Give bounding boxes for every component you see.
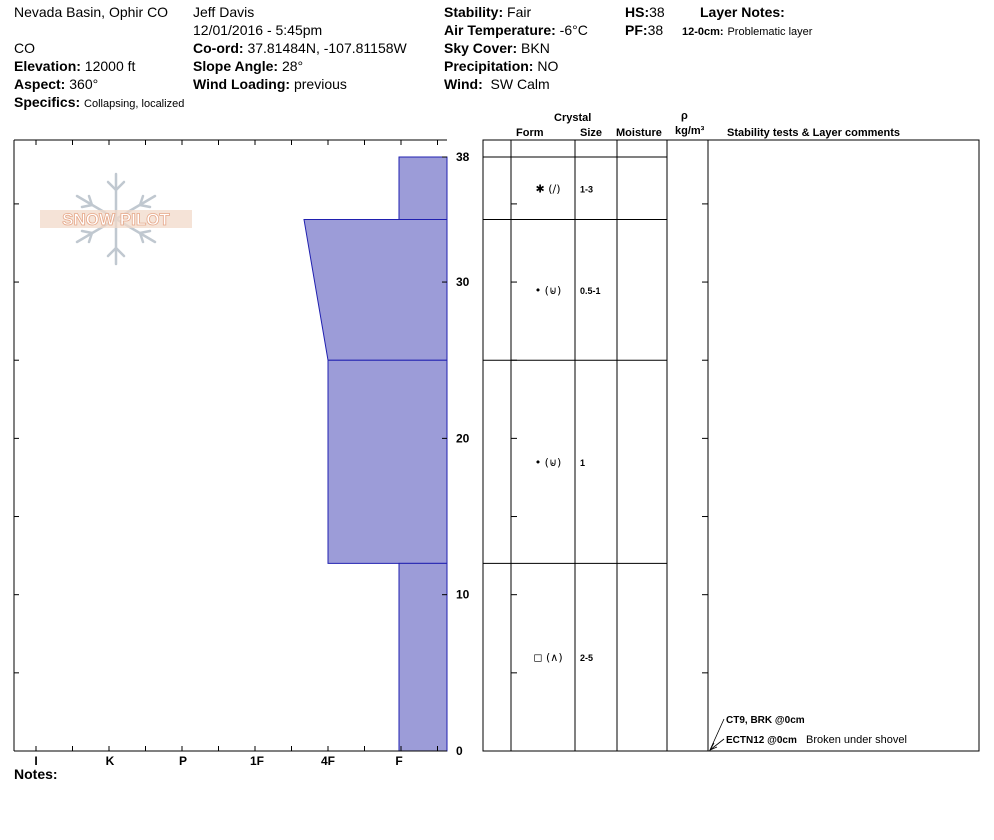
wind-loading-row: Wind Loading: previous	[193, 76, 347, 93]
depth-tick-label: 0	[456, 744, 463, 758]
notes-label: Notes:	[14, 766, 58, 782]
observation-datetime: 12/01/2016 - 5:45pm	[193, 22, 323, 38]
density-symbol: ρ	[681, 110, 688, 122]
density-unit: kg/m³	[675, 125, 705, 137]
stability-test-leader	[709, 718, 725, 751]
stability-value: Fair	[507, 4, 532, 20]
elevation-row: Elevation: 12000 ft	[14, 58, 135, 75]
coord-value: 37.81484N, -107.81158W	[247, 40, 407, 56]
chart-ticks: I K P 1F 4F F 0 10 20 30 38	[14, 140, 708, 768]
stability-test-comment-2: Broken under shovel	[806, 734, 907, 746]
form-header: Form	[516, 127, 544, 139]
air-temp-value: -6°C	[559, 22, 588, 38]
coord-label: Co-ord:	[193, 40, 244, 56]
stability-label: Stability:	[444, 4, 504, 20]
arrowhead-icon	[709, 742, 718, 751]
layer-notes-title: Layer Notes:	[700, 4, 785, 20]
observer-name: Jeff Davis	[193, 4, 255, 20]
layer-size-2: 0.5-1	[580, 286, 601, 296]
layer-form-2: • (⊌)	[535, 284, 562, 297]
wind-loading-label: Wind Loading:	[193, 76, 291, 92]
layer-size-4: 2-5	[580, 653, 593, 663]
precip-label: Precipitation:	[444, 58, 534, 74]
depth-tick-label: 20	[456, 431, 470, 445]
hardness-tick-label: 4F	[321, 754, 335, 768]
aspect-label: Aspect:	[14, 76, 66, 92]
stability-row: Stability: Fair	[444, 4, 531, 21]
hardness-layer-4	[398, 562, 448, 752]
pf-value: 38	[647, 22, 664, 38]
layer-form-1: ✱ (∕)	[535, 182, 560, 195]
hs-label: HS:	[625, 4, 650, 20]
depth-tick-label: 10	[456, 588, 470, 602]
slope-row: Slope Angle: 28°	[193, 58, 303, 75]
layer-size-3: 1	[580, 458, 585, 468]
snowpilot-logo: SNOW PILOT	[38, 170, 194, 268]
stability-test-leader	[709, 738, 725, 751]
hardness-layer-3	[327, 359, 448, 564]
snowflake-icon: SNOW PILOT	[40, 172, 192, 266]
moisture-header: Moisture	[616, 127, 662, 139]
stability-test-2: ECTN12 @0cm	[726, 735, 797, 746]
stability-tests: CT9, BRK @0cm ECTN12 @0cm Broken under sho…	[709, 715, 907, 751]
specifics-row: Specifics: Collapsing, localized	[14, 94, 184, 113]
layer-form-4: ◻ (∧)	[533, 651, 562, 664]
air-temp-row: Air Temperature: -6°C	[444, 22, 588, 39]
layer-note-text: Problematic layer	[727, 26, 813, 38]
hardness-tick-label: P	[179, 754, 187, 768]
sky-value: BKN	[521, 40, 550, 56]
sky-label: Sky Cover:	[444, 40, 518, 56]
hardness-tick-label: K	[106, 754, 115, 768]
location-name: Nevada Basin, Ophir CO	[14, 4, 169, 20]
wind-row: Wind: SW Calm	[444, 76, 550, 93]
precip-row: Precipitation: NO	[444, 58, 558, 75]
layer-form-3: • (⊌)	[535, 456, 562, 469]
elevation-label: Elevation:	[14, 58, 81, 74]
wind-label: Wind:	[444, 76, 483, 92]
hardness-tick-label: 1F	[250, 754, 264, 768]
hs-value: 38	[649, 4, 665, 20]
hardness-tick-label: F	[395, 754, 402, 768]
wind-value: SW Calm	[490, 76, 550, 92]
wind-loading-value: previous	[293, 76, 347, 92]
layer-table: ✱ (∕) 1-3 • (⊌) 0.5-1 • (⊌) 1 ◻ (∧) 2-5	[483, 156, 667, 664]
chart-frames	[13, 139, 980, 752]
specifics-label: Specifics:	[14, 94, 81, 110]
air-temp-label: Air Temperature:	[444, 22, 556, 38]
state-name: CO	[14, 40, 35, 56]
depth-tick-label: 38	[456, 150, 470, 164]
sky-row: Sky Cover: BKN	[444, 40, 550, 57]
depth-tick-label: 30	[456, 275, 470, 289]
stability-test-1: CT9, BRK @0cm	[726, 715, 805, 726]
layer-note: 12-0cm: Problematic layer	[682, 22, 812, 41]
hardness-layer-2	[303, 219, 448, 361]
specifics-value: Collapsing, localized	[84, 98, 185, 110]
coord-row: Co-ord: 37.81484N, -107.81158W	[193, 40, 407, 57]
layer-table-frame	[482, 139, 980, 752]
slope-value: 28°	[281, 58, 304, 74]
aspect-row: Aspect: 360°	[14, 76, 98, 93]
size-header: Size	[580, 127, 603, 139]
elevation-value: 12000 ft	[84, 58, 136, 74]
slope-label: Slope Angle:	[193, 58, 279, 74]
hardness-tick-label: I	[34, 754, 37, 768]
layer-size-1: 1-3	[580, 184, 593, 194]
layer-note-range: 12-0cm:	[682, 26, 724, 38]
pf-label: PF:	[625, 22, 648, 38]
precip-value: NO	[537, 58, 559, 74]
logo-text: SNOW PILOT	[62, 210, 170, 229]
hardness-layer-1	[398, 156, 448, 221]
crystal-header: Crystal	[554, 112, 592, 124]
hs-row: HS:38	[625, 4, 665, 21]
pf-row: PF:38	[625, 22, 663, 39]
comments-header: Stability tests & Layer comments	[727, 127, 901, 139]
hardness-profile	[303, 156, 448, 752]
aspect-value: 360°	[69, 76, 99, 92]
